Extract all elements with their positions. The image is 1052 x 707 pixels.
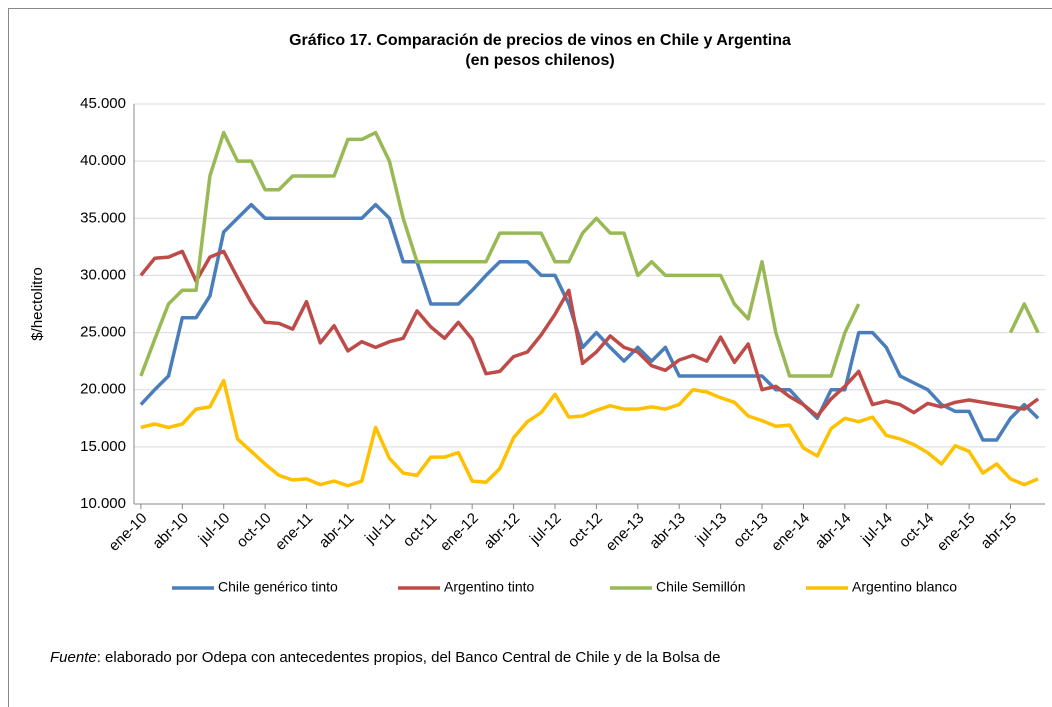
x-tick-label: oct-11 xyxy=(400,510,441,551)
y-tick-label: 25.000 xyxy=(80,324,126,341)
y-tick-label: 10.000 xyxy=(80,495,126,512)
y-tick-label: 35.000 xyxy=(80,209,126,226)
y-axis-label: $/hectolitro xyxy=(29,267,46,340)
x-tick-label: ene-10 xyxy=(105,510,150,555)
series-line xyxy=(139,130,1040,378)
footnote: Fuente: elaborado por Odepa con antecede… xyxy=(50,649,720,666)
series-line xyxy=(139,249,1040,418)
x-tick-label: ene-13 xyxy=(602,510,647,555)
chart-frame xyxy=(8,8,1052,707)
x-tick-label: ene-14 xyxy=(768,510,813,555)
x-tick-label: abr-11 xyxy=(316,510,358,552)
legend-label: Argentino tinto xyxy=(444,579,534,595)
x-tick-label: abr-12 xyxy=(481,510,524,553)
legend-label: Chile Semillón xyxy=(656,579,745,595)
x-tick-label: jul-11 xyxy=(361,510,399,548)
footnote-text: : elaborado por Odepa con antecedentes p… xyxy=(97,649,721,666)
series-line xyxy=(139,202,1040,442)
y-tick-label: 30.000 xyxy=(80,266,126,283)
chart-subtitle: (en pesos chilenos) xyxy=(465,52,614,69)
footnote-label: Fuente xyxy=(50,649,97,666)
x-tick-label: oct-10 xyxy=(233,510,275,552)
x-tick-label: ene-12 xyxy=(437,510,482,555)
x-tick-label: jul-10 xyxy=(195,510,234,549)
legend-label: Chile genérico tinto xyxy=(218,579,338,595)
y-tick-label: 45.000 xyxy=(80,95,126,112)
x-tick-label: jul-14 xyxy=(857,510,896,549)
x-tick-label: ene-15 xyxy=(934,510,979,555)
legend-label: Argentino blanco xyxy=(852,579,957,595)
x-tick-label: oct-14 xyxy=(896,510,938,552)
series-line xyxy=(140,378,1039,488)
x-tick-label: oct-12 xyxy=(565,510,607,552)
y-tick-label: 15.000 xyxy=(80,438,126,455)
x-tick-label: jul-13 xyxy=(692,510,731,549)
x-tick-label: oct-13 xyxy=(730,510,772,552)
x-tick-label: abr-14 xyxy=(812,510,855,553)
x-tick-label: abr-13 xyxy=(646,510,689,553)
x-tick-label: abr-15 xyxy=(977,510,1020,553)
x-tick-label: abr-10 xyxy=(149,510,192,553)
chart-title: Gráfico 17. Comparación de precios de vi… xyxy=(289,32,791,49)
y-tick-label: 20.000 xyxy=(80,381,126,398)
y-tick-label: 40.000 xyxy=(80,152,126,169)
x-tick-label: ene-11 xyxy=(272,510,316,554)
x-tick-label: jul-12 xyxy=(526,510,565,549)
